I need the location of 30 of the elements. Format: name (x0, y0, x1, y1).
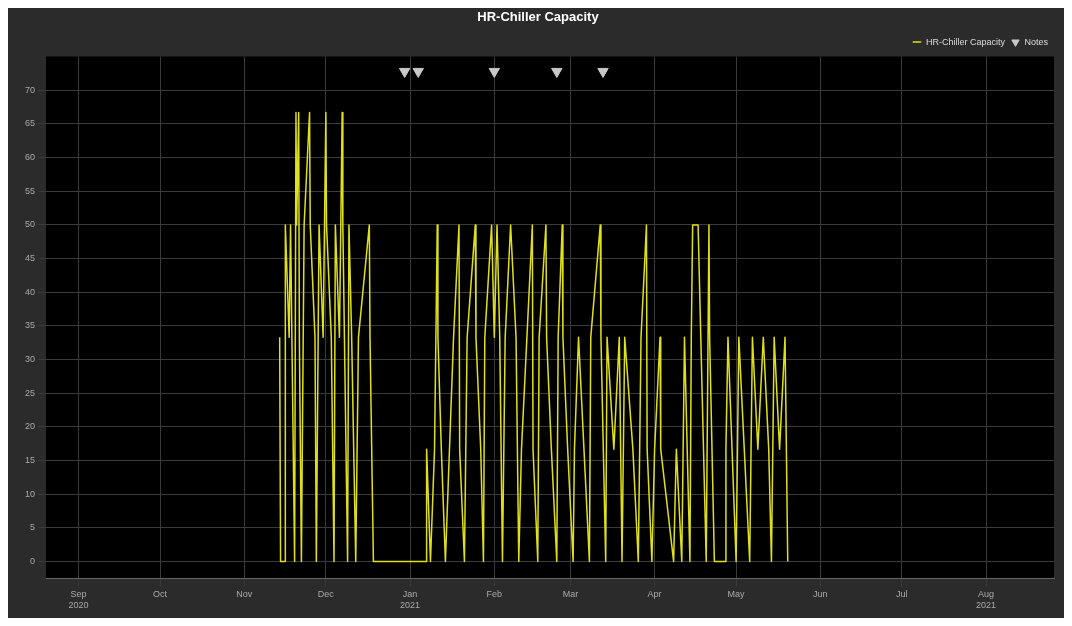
y-tick-label: 40 (25, 286, 36, 297)
chart-title: HR-Chiller Capacity (477, 9, 600, 25)
y-tick-label: 20 (25, 421, 36, 432)
x-tick-label: Mar (562, 589, 579, 600)
y-tick-label: 60 (25, 152, 36, 163)
y-tick-label: 70 (25, 84, 36, 95)
y-tick-label: 35 (25, 320, 36, 331)
x-tick-label: Nov (236, 589, 253, 600)
y-tick-label: 50 (25, 219, 36, 230)
legend-label: Notes (1024, 36, 1049, 47)
x-tick-label: Jun (813, 589, 828, 600)
y-tick-label: 30 (25, 354, 36, 365)
x-tick-label: Feb (486, 589, 503, 600)
legend-label: HR-Chiller Capacity (925, 36, 1006, 47)
x-tick-label: Dec (317, 589, 335, 600)
x-tick-label: Oct (153, 589, 168, 600)
x-tick-label: Jan 2021 (400, 589, 421, 611)
y-tick-label: 45 (25, 253, 36, 264)
x-tick-label: Aug 2021 (976, 589, 997, 611)
y-tick-label: 0 (30, 556, 36, 567)
y-tick-label: 10 (25, 488, 36, 499)
x-tick-label: Apr (647, 589, 662, 600)
x-tick-label: May (727, 589, 746, 600)
y-tick-label: 55 (25, 185, 36, 196)
y-tick-label: 25 (25, 387, 36, 398)
y-tick-label: 65 (25, 118, 36, 129)
y-tick-label: 5 (30, 522, 36, 533)
x-tick-label: Sep 2020 (68, 589, 89, 611)
x-tick-label: Jul (896, 589, 908, 600)
y-tick-label: 15 (25, 455, 36, 466)
